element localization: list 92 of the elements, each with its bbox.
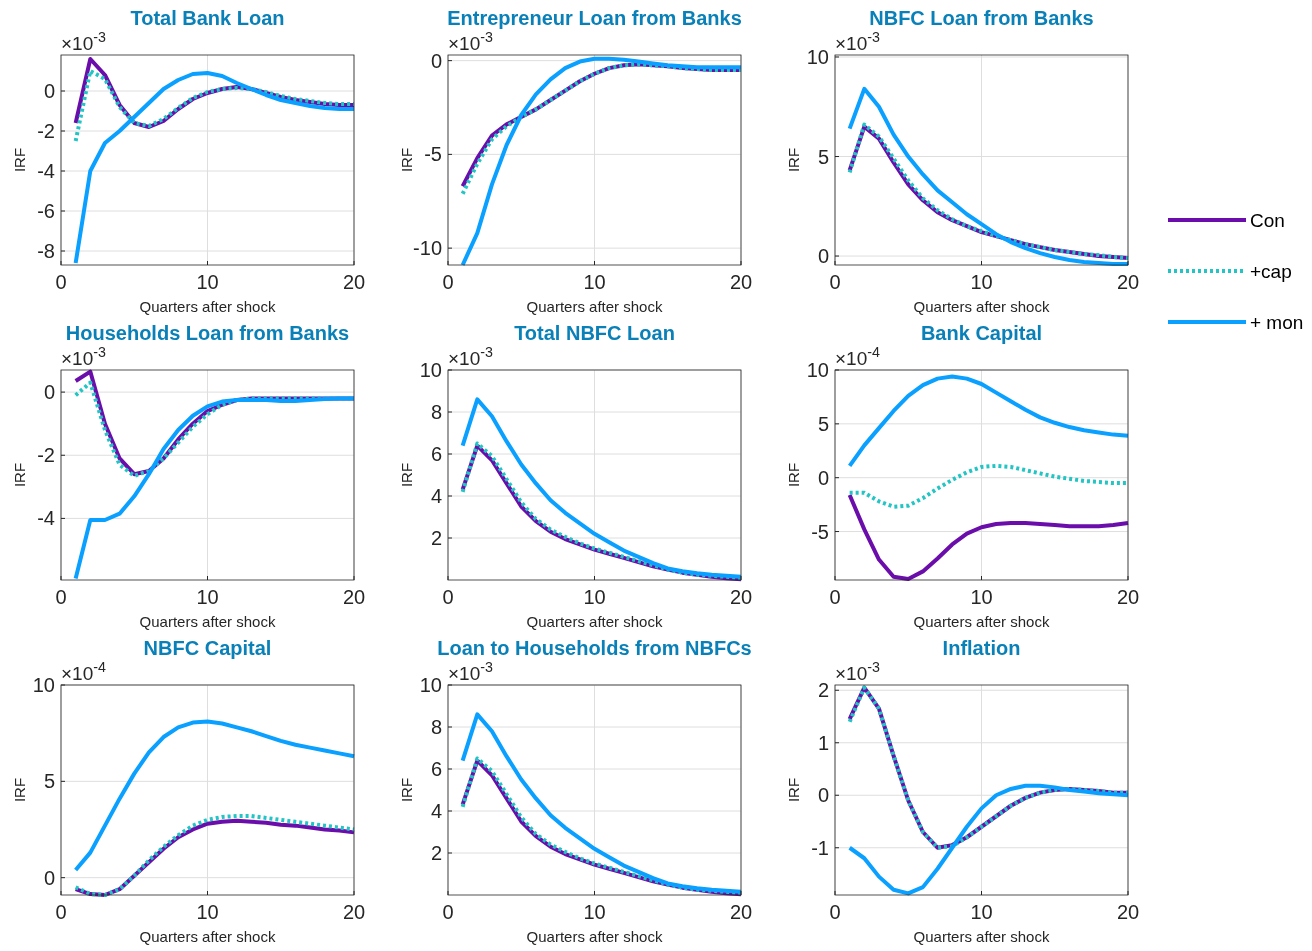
y-axis-title: IRF	[11, 777, 28, 803]
y-tick-label: 0	[43, 381, 55, 404]
chart-title: Bank Capital	[920, 322, 1043, 344]
chart-title: Households Loan from Banks	[65, 322, 350, 344]
y-tick-label: 5	[817, 412, 829, 435]
x-tick-label: 20	[342, 586, 366, 608]
x-tick-label: 20	[342, 271, 366, 293]
x-tick-label: 20	[729, 271, 753, 293]
y-tick-label: 2	[817, 679, 829, 702]
y-tick-label: 0	[817, 466, 829, 489]
y-tick-label: 5	[817, 145, 829, 168]
legend-label: + mon	[1250, 311, 1304, 333]
y-tick-label: 10	[32, 674, 55, 696]
x-tick-label: 10	[583, 901, 606, 923]
x-tick-label: 20	[729, 901, 753, 923]
text: ×10$^{-3}$	[835, 659, 880, 684]
x-tick-label: 20	[1116, 901, 1140, 923]
y-axis-title: IRF	[398, 777, 415, 803]
y-axis-title: IRF	[785, 147, 802, 173]
y-tick-label: 0	[43, 80, 55, 102]
y-tick-label: 8	[430, 716, 442, 738]
x-axis-title: Quarters after shock	[913, 613, 1050, 630]
text: ×10$^{-3}$	[61, 29, 106, 54]
x-tick-label: 10	[970, 586, 993, 608]
y-tick-label: 2	[430, 527, 442, 549]
y-axis-title: IRF	[398, 462, 415, 488]
x-tick-label: 10	[196, 901, 219, 923]
y-tick-label: 1	[817, 731, 829, 754]
y-tick-label: 0	[43, 866, 55, 889]
y-tick-label: -8	[37, 240, 55, 262]
x-tick-label: 20	[1116, 586, 1140, 608]
text: ×10$^{-4}$	[61, 659, 106, 684]
y-tick-label: -10	[413, 237, 442, 260]
y-tick-label: -1	[811, 836, 829, 859]
x-tick-label: 10	[583, 271, 606, 293]
y-tick-label: 6	[430, 443, 442, 465]
y-tick-label: 10	[419, 674, 442, 696]
x-axis-title: Quarters after shock	[913, 298, 1050, 315]
text: ×10$^{-3}$	[448, 29, 493, 54]
y-tick-label: 10	[806, 45, 829, 68]
y-tick-label: 6	[430, 758, 442, 780]
y-tick-label: 4	[430, 800, 442, 822]
y-tick-label: -4	[37, 507, 55, 530]
chart-title: Total NBFC Loan	[514, 322, 675, 344]
text: ×10$^{-3}$	[448, 659, 493, 684]
y-axis-title: IRF	[11, 147, 28, 173]
x-tick-label: 20	[342, 901, 366, 923]
x-tick-label: 10	[970, 901, 993, 923]
chart-title: Inflation	[942, 637, 1021, 659]
x-tick-label: 20	[1116, 271, 1140, 293]
text: ×10$^{-3}$	[61, 344, 106, 369]
y-tick-label: 8	[430, 401, 442, 423]
x-axis-title: Quarters after shock	[139, 613, 276, 630]
legend-label: +cap	[1250, 260, 1292, 282]
x-tick-label: 20	[729, 586, 753, 608]
text: ×10$^{-4}$	[835, 344, 880, 369]
y-tick-label: 10	[419, 359, 442, 381]
y-tick-label: 0	[817, 245, 829, 268]
x-tick-label: 10	[196, 586, 219, 608]
x-tick-label: 10	[583, 586, 606, 608]
y-axis-title: IRF	[11, 462, 28, 488]
y-tick-label: -2	[37, 120, 55, 142]
y-tick-label: 4	[430, 485, 442, 507]
y-axis-title: IRF	[785, 777, 802, 803]
y-tick-label: -5	[424, 143, 442, 166]
y-tick-label: 0	[817, 784, 829, 807]
x-axis-title: Quarters after shock	[526, 928, 663, 945]
y-tick-label: 2	[430, 842, 442, 864]
chart-title: NBFC Capital	[143, 637, 272, 659]
y-axis-title: IRF	[785, 462, 802, 488]
x-axis-title: Quarters after shock	[139, 298, 276, 315]
y-tick-label: 5	[43, 770, 55, 793]
x-axis-title: Quarters after shock	[526, 298, 663, 315]
y-tick-label: -2	[37, 444, 55, 467]
y-tick-label: -4	[37, 160, 55, 182]
x-axis-title: Quarters after shock	[526, 613, 663, 630]
chart-title: Total Bank Loan	[130, 7, 285, 29]
y-tick-label: -5	[811, 520, 829, 543]
x-axis-title: Quarters after shock	[913, 928, 1050, 945]
text: ×10$^{-3}$	[448, 344, 493, 369]
x-tick-label: 10	[196, 271, 219, 293]
x-tick-label: 10	[970, 271, 993, 293]
chart-title: Loan to Households from NBFCs	[437, 637, 752, 659]
y-tick-label: 0	[430, 49, 442, 72]
x-axis-title: Quarters after shock	[139, 928, 276, 945]
y-tick-label: -6	[37, 200, 55, 222]
y-axis-title: IRF	[398, 147, 415, 173]
text: ×10$^{-3}$	[835, 29, 880, 54]
legend-label: Con	[1250, 209, 1285, 231]
chart-title: NBFC Loan from Banks	[869, 7, 1094, 29]
y-tick-label: 10	[806, 359, 829, 381]
chart-title: Entrepreneur Loan from Banks	[447, 7, 742, 29]
